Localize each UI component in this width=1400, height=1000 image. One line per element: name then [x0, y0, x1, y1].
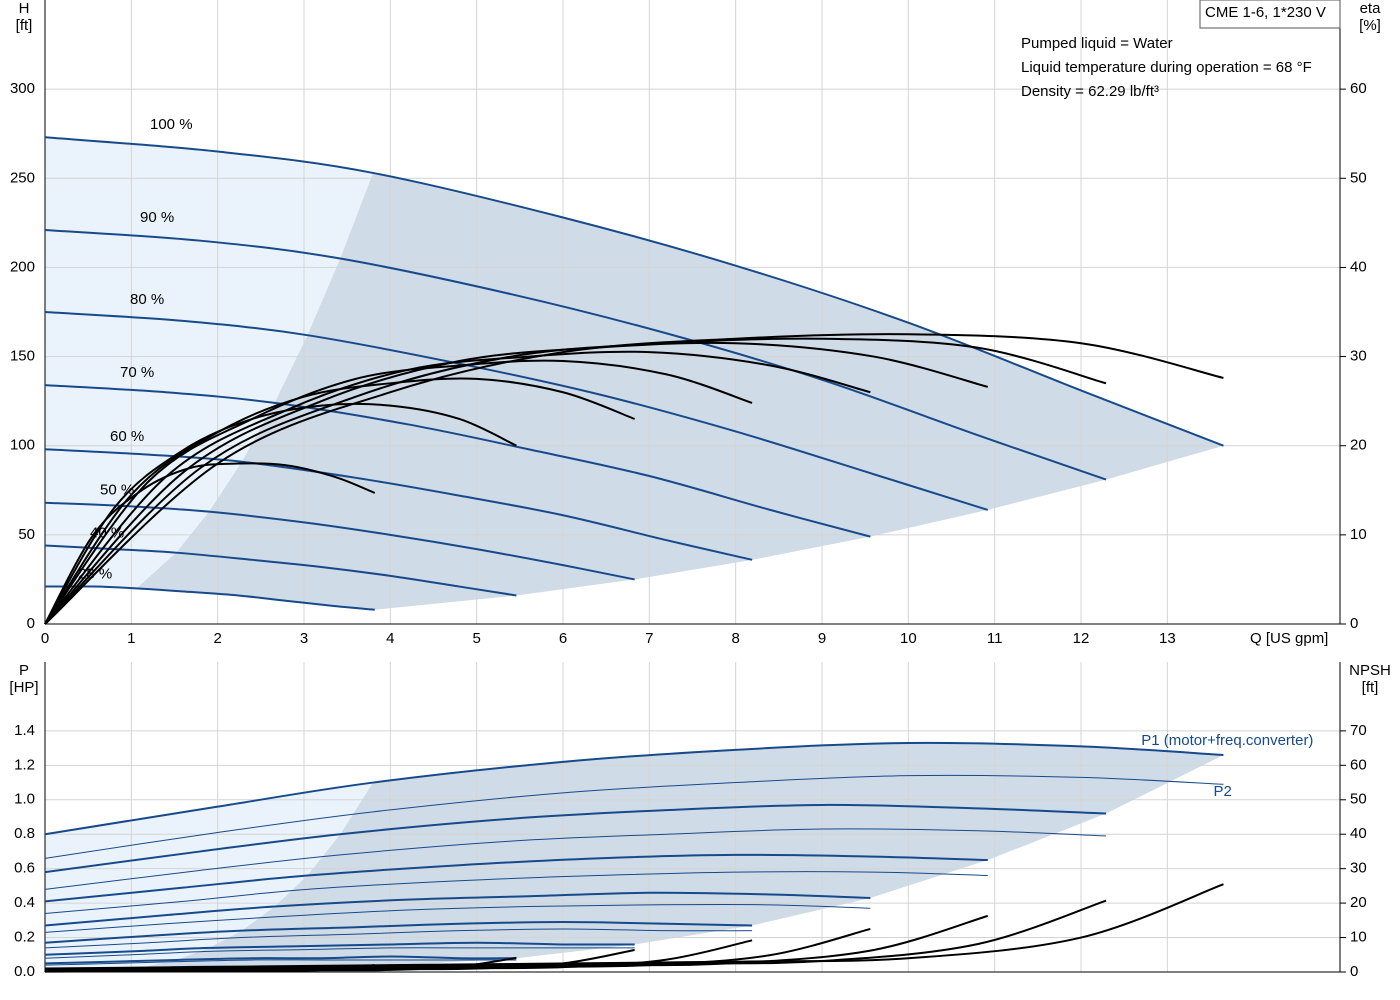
curve [44, 828, 1107, 890]
x-tick-label: 11 [987, 630, 1003, 647]
x-tick-label: 13 [1159, 630, 1176, 647]
curve [44, 377, 636, 625]
x-tick-label: 2 [213, 630, 221, 647]
chart-panel: 0.0 0.2 0.4 0.6 0.8 1.0 1.2 1.4 0 10 20 30 40 50 60 70 P… [9, 662, 1390, 980]
x-tick-label: 7 [645, 630, 653, 647]
y-axis-label: P [19, 662, 29, 679]
y2-tick-label: 60 [1350, 756, 1367, 773]
y-tick-label: 1.0 [14, 791, 35, 808]
curve-label: 60 % [110, 428, 144, 445]
y-tick-label: 0.4 [14, 894, 35, 911]
y2-tick-label: 30 [1350, 348, 1367, 365]
curve [44, 959, 517, 966]
curve [44, 311, 989, 511]
y-tick-label: 250 [10, 169, 35, 186]
y-tick-label: 0.8 [14, 825, 35, 842]
y-tick-label: 1.2 [14, 756, 35, 773]
curve [44, 964, 375, 973]
x-tick-label: 0 [41, 630, 49, 647]
y2-tick-label: 10 [1350, 929, 1367, 946]
curve [44, 941, 635, 956]
curve [44, 741, 1224, 836]
legend-label: P1 (motor+freq.converter) [1141, 732, 1313, 749]
y2-axis-label: eta [1360, 0, 1382, 17]
y-tick-label: 300 [10, 80, 35, 97]
y2-tick-label: 20 [1350, 894, 1367, 911]
legend-label: P2 [1213, 783, 1231, 800]
y-tick-label: 1.4 [14, 722, 35, 739]
y-tick-label: 150 [10, 348, 35, 365]
curve-label: 80 % [130, 291, 164, 308]
y2-tick-label: 40 [1350, 258, 1367, 275]
curve [44, 136, 1224, 447]
y-axis-label: [HP] [9, 679, 38, 696]
y2-tick-label: 0 [1350, 615, 1358, 632]
curve-label: 100 % [150, 116, 193, 133]
curve [44, 448, 753, 561]
x-tick-label: 10 [900, 630, 917, 647]
curve [44, 853, 988, 903]
y2-tick-label: 50 [1350, 169, 1367, 186]
y-tick-label: 200 [10, 258, 35, 275]
y2-axis-label: [%] [1359, 17, 1381, 34]
curve [44, 774, 1224, 859]
curve [44, 921, 753, 944]
y2-tick-label: 30 [1350, 860, 1367, 877]
y2-tick-label: 20 [1350, 437, 1367, 454]
curve [44, 947, 635, 959]
y-tick-label: 100 [10, 437, 35, 454]
curve [44, 904, 871, 933]
curve [44, 384, 871, 538]
curve [44, 803, 1107, 874]
y2-tick-label: 70 [1350, 722, 1367, 739]
x-tick-label: 5 [472, 630, 480, 647]
x-axis-label: Q [US gpm] [1250, 630, 1328, 647]
y-tick-label: 0.0 [14, 963, 35, 980]
x-tick-label: 4 [386, 630, 394, 647]
curve-label: 90 % [140, 209, 174, 226]
x-tick-label: 12 [1073, 630, 1090, 647]
x-tick-label: 9 [818, 630, 826, 647]
y-axis-label: [ft] [16, 17, 33, 34]
curve [44, 462, 376, 625]
annotation: Pumped liquid = Water [1021, 35, 1173, 52]
curve [44, 891, 871, 927]
x-tick-label: 1 [127, 630, 135, 647]
y2-tick-label: 60 [1350, 80, 1367, 97]
y-tick-label: 0.6 [14, 860, 35, 877]
x-tick-label: 8 [731, 630, 739, 647]
y2-tick-label: 40 [1350, 825, 1367, 842]
curve [44, 871, 988, 914]
model-box [1199, 0, 1341, 29]
model-label: CME 1-6, 1*230 V [1205, 4, 1326, 21]
x-tick-label: 6 [559, 630, 567, 647]
curve [44, 341, 989, 625]
curve [44, 928, 753, 949]
curve-label: 70 % [120, 364, 154, 381]
y-tick-label: 0 [27, 615, 35, 632]
light-area [45, 782, 374, 969]
y2-axis-label: [ft] [1362, 679, 1379, 696]
y-axis-label: H [19, 0, 30, 17]
y-tick-label: 0.2 [14, 929, 35, 946]
y2-tick-label: 10 [1350, 526, 1367, 543]
curve [44, 228, 1107, 481]
x-tick-label: 3 [300, 630, 308, 647]
y2-tick-label: 0 [1350, 963, 1358, 980]
curve [44, 402, 517, 625]
y2-axis-label: NPSH [1349, 662, 1391, 679]
curve [44, 955, 517, 965]
annotation: Density = 62.29 lb/ft³ [1021, 83, 1159, 100]
y2-tick-label: 50 [1350, 791, 1367, 808]
curve [44, 585, 375, 611]
chart-panel: 0 1 2 3 4 5 6 7 8 9 10 11 12 130501001502002503000102… [10, 0, 1381, 647]
annotation: Liquid temperature during operation = 68… [1021, 59, 1312, 76]
y-tick-label: 50 [18, 526, 35, 543]
curve [44, 359, 753, 625]
operating-area [136, 172, 1224, 610]
